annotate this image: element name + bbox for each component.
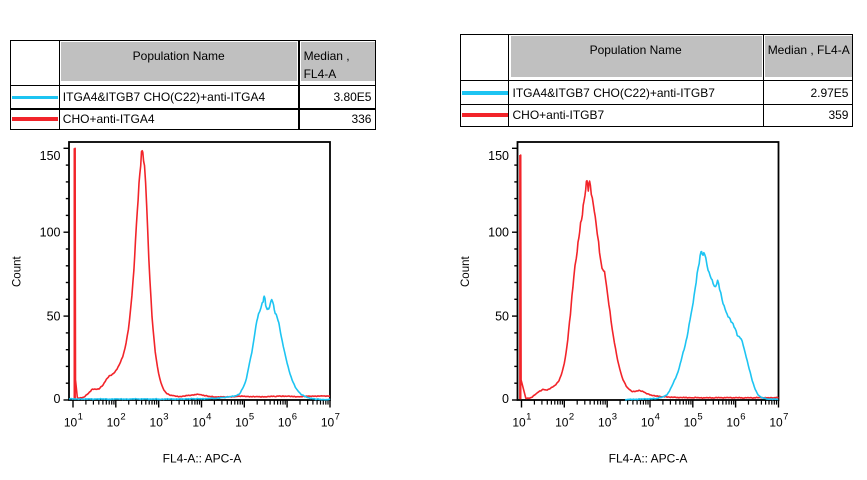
svg-text:10: 10	[555, 416, 569, 430]
svg-text:7: 7	[335, 412, 340, 423]
svg-text:Count: Count	[12, 256, 24, 287]
svg-text:3: 3	[163, 412, 168, 423]
svg-text:100: 100	[488, 226, 509, 240]
svg-text:1: 1	[526, 412, 531, 423]
svg-text:10: 10	[512, 416, 526, 430]
svg-text:4: 4	[206, 412, 211, 423]
svg-text:100: 100	[40, 226, 61, 240]
svg-text:10: 10	[684, 416, 698, 430]
svg-text:50: 50	[47, 310, 61, 324]
svg-text:10: 10	[64, 416, 78, 430]
svg-text:10: 10	[235, 416, 249, 430]
svg-text:150: 150	[488, 149, 509, 163]
svg-text:5: 5	[697, 412, 702, 423]
svg-text:1: 1	[78, 412, 83, 423]
svg-text:50: 50	[495, 310, 509, 324]
svg-text:3: 3	[612, 412, 617, 423]
svg-text:2: 2	[120, 412, 125, 423]
svg-text:FL4-A:: APC-A: FL4-A:: APC-A	[163, 452, 242, 466]
svg-text:10: 10	[278, 416, 292, 430]
svg-text:10: 10	[321, 416, 335, 430]
svg-text:0: 0	[502, 392, 509, 406]
svg-text:10: 10	[641, 416, 655, 430]
svg-text:4: 4	[655, 412, 660, 423]
svg-text:10: 10	[192, 416, 206, 430]
svg-text:10: 10	[769, 416, 783, 430]
svg-text:Count: Count	[460, 256, 472, 287]
svg-text:10: 10	[726, 416, 740, 430]
svg-text:6: 6	[740, 412, 745, 423]
svg-text:10: 10	[107, 416, 121, 430]
svg-text:150: 150	[40, 149, 61, 163]
svg-text:0: 0	[54, 392, 61, 406]
svg-text:2: 2	[569, 412, 574, 423]
svg-text:7: 7	[783, 412, 788, 423]
svg-text:6: 6	[292, 412, 297, 423]
svg-text:5: 5	[249, 412, 254, 423]
svg-text:FL4-A:: APC-A: FL4-A:: APC-A	[609, 452, 688, 466]
svg-text:10: 10	[150, 416, 164, 430]
svg-text:10: 10	[598, 416, 612, 430]
